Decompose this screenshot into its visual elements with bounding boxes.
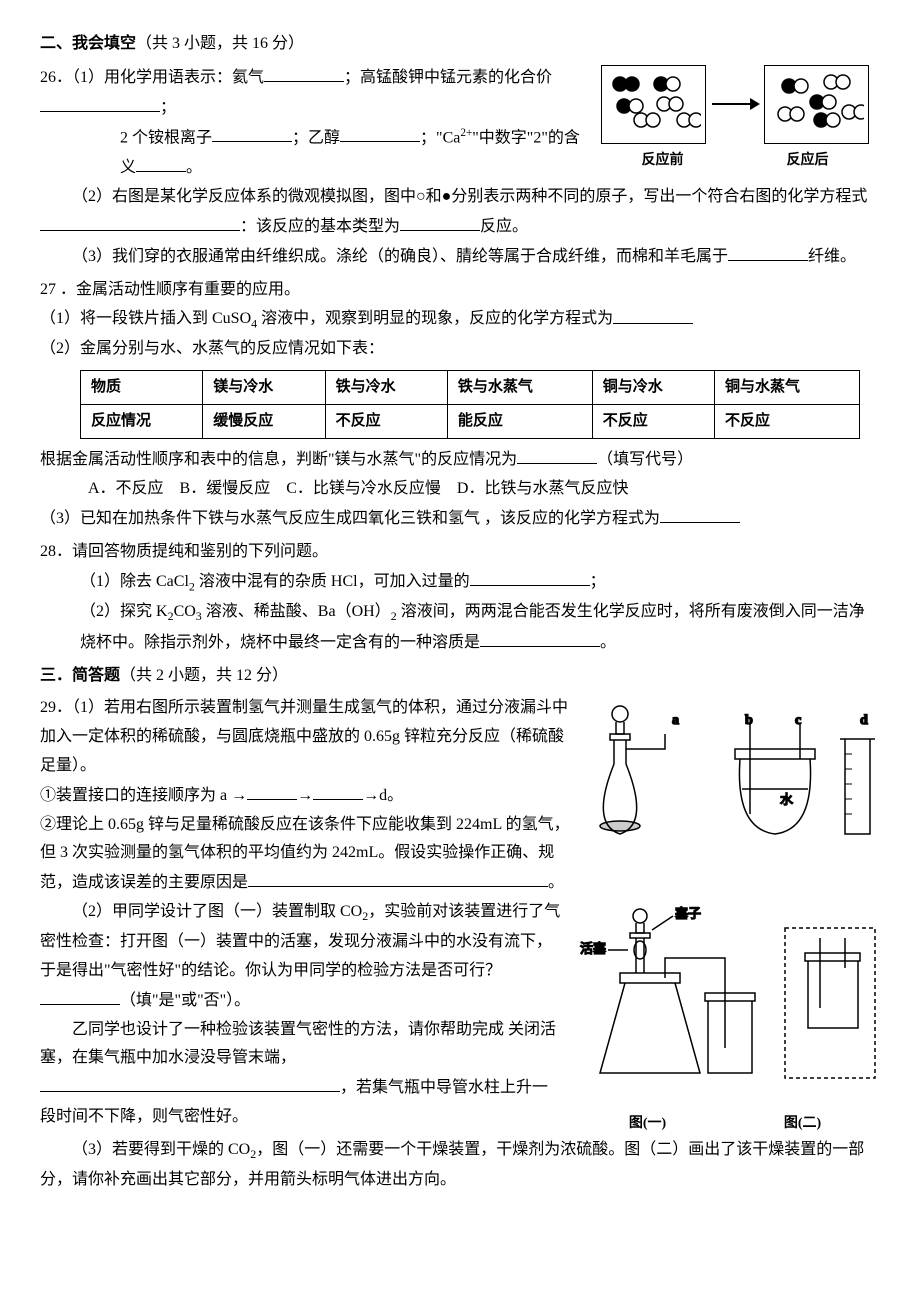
table-cell: 缓慢反应: [203, 405, 325, 439]
q27-p2: （2）金属分别与水、水蒸气的反应情况如下表：: [40, 340, 384, 357]
q27-num: 27 ．: [40, 281, 76, 298]
svg-text:b: b: [745, 713, 753, 728]
q29-p2d: 乙同学也设计了一种检验该装置气密性的方法，请你帮助完成 关闭活塞，在集气瓶中加水…: [40, 1021, 556, 1067]
q26-p1e: ；乙醇: [292, 129, 340, 146]
blank[interactable]: [313, 781, 363, 800]
q27-p3a: （3）已知在加热条件下铁与水蒸气反应生成四氧化三铁和氢气 ，该反应的化学方程式为: [40, 510, 660, 527]
fig2-label1: 图(一): [629, 1111, 666, 1136]
q27-table: 物质 镁与冷水 铁与冷水 铁与水蒸气 铜与冷水 铜与水蒸气 反应情况 缓慢反应 …: [80, 370, 860, 439]
q27-options: A．不反应 B．缓慢反应 C．比镁与冷水反应慢 D．比铁与水蒸气反应快: [88, 480, 628, 497]
blank[interactable]: [340, 123, 420, 142]
blank[interactable]: [248, 868, 548, 887]
q29-figure-1: a b c 水 d: [580, 694, 880, 855]
q26-p1a: （1）用化学用语表示：氦气: [72, 69, 264, 86]
q28-num: 28．: [40, 543, 72, 560]
q29-p3a: （3）若要得到干燥的 CO: [72, 1141, 250, 1158]
blank[interactable]: [247, 781, 297, 800]
svg-text:活塞: 活塞: [580, 941, 606, 956]
blank[interactable]: [480, 628, 600, 647]
q26-p1d: 2 个铵根离子: [120, 129, 212, 146]
table-cell: 反应情况: [81, 405, 203, 439]
svg-text:水: 水: [780, 792, 793, 807]
q28-p1b: 溶液中混有的杂质 HCl，可加入过量的: [195, 573, 470, 590]
table-cell: 铁与冷水: [325, 371, 447, 405]
section-2-header: 二、我会填空（共 3 小题，共 16 分）: [40, 30, 880, 59]
blank[interactable]: [212, 123, 292, 142]
q28-p1c: ；: [590, 573, 606, 590]
q26-p2a: （2）右图是某化学反应体系的微观模拟图，图中○和●分别表示两种不同的原子，写出一…: [72, 188, 867, 205]
q26-before-box: [601, 65, 706, 144]
q26-reaction-figure: 反应前 反应后: [590, 65, 880, 173]
table-row: 物质 镁与冷水 铁与冷水 铁与水蒸气 铜与冷水 铜与水蒸气: [81, 371, 860, 405]
blank[interactable]: [40, 93, 160, 112]
q27-p1b: 溶液中，观察到明显的现象，反应的化学方程式为: [257, 311, 613, 328]
q26-num: 26．: [40, 69, 72, 86]
q26-p3a: （3）我们穿的衣服通常由纤维织成。涤纶（的确良）、腈纶等属于合成纤维，而棉和羊毛…: [72, 248, 728, 265]
table-cell: 铜与水蒸气: [715, 371, 860, 405]
q26: 反应前 反应后 26．（1）用化学用语表示：氦气 ；高锰酸钾中锰元素的化合价 ； 2…: [40, 63, 880, 272]
table-cell: 不反应: [592, 405, 714, 439]
blank[interactable]: [40, 986, 120, 1005]
blank[interactable]: [660, 504, 740, 523]
q26-fig-before-label: 反应前: [642, 148, 684, 173]
blank[interactable]: [40, 1073, 340, 1092]
svg-text:塞子: 塞子: [675, 906, 701, 921]
q26-p2b: ：该反应的基本类型为: [240, 218, 400, 235]
table-cell: 不反应: [715, 405, 860, 439]
q29-p1a: （1）若用右图所示装置制氢气并测量生成氢气的体积，通过分液漏斗中加入一定体积的稀…: [40, 699, 568, 774]
svg-text:a: a: [672, 713, 679, 728]
table-cell: 物质: [81, 371, 203, 405]
table-cell: 镁与冷水: [203, 371, 325, 405]
q26-p1b: ；高锰酸钾中锰元素的化合价: [344, 69, 552, 86]
fig2-label2: 图(二): [784, 1111, 821, 1136]
blank[interactable]: [136, 153, 186, 172]
q26-p1c: ；: [160, 99, 176, 116]
section-3-title: 三．简答题: [40, 667, 120, 684]
table-row: 反应情况 缓慢反应 不反应 能反应 不反应 不反应: [81, 405, 860, 439]
q26-p1f: ；"Ca: [420, 129, 460, 146]
q27-p1a: （1）将一段铁片插入到 CuSO: [40, 311, 251, 328]
blank[interactable]: [613, 304, 693, 323]
blank[interactable]: [400, 212, 480, 231]
q26-p2c: 反应。: [480, 218, 528, 235]
q28-p2a: （2）探究 K: [80, 603, 168, 620]
section-3-header: 三．简答题（共 2 小题，共 12 分）: [40, 662, 880, 691]
table-cell: 能反应: [447, 405, 592, 439]
table-cell: 不反应: [325, 405, 447, 439]
q28: 28．请回答物质提纯和鉴别的下列问题。 （1）除去 CaCl2 溶液中混有的杂质…: [40, 538, 880, 658]
svg-text:d: d: [860, 713, 868, 728]
q27-title: 金属活动性顺序有重要的应用。: [76, 281, 300, 298]
q29-p2c: （填"是"或"否"）。: [120, 992, 250, 1009]
q28-p1a: （1）除去 CaCl: [80, 573, 189, 590]
blank[interactable]: [517, 445, 597, 464]
q26-p1f-sup: 2+: [460, 127, 472, 139]
q26-fig-after-label: 反应后: [787, 148, 829, 173]
blank[interactable]: [264, 63, 344, 82]
section-2-title: 二、我会填空: [40, 35, 136, 52]
q27: 27 ．金属活动性顺序有重要的应用。 （1）将一段铁片插入到 CuSO4 溶液中…: [40, 276, 880, 534]
q29-sub1a: ①装置接口的连接顺序为 a →: [40, 787, 247, 804]
q28-title: 请回答物质提纯和鉴别的下列问题。: [72, 543, 328, 560]
q29: a b c 水 d: [40, 694, 880, 1195]
blank[interactable]: [40, 212, 240, 231]
q27-p2b: 根据金属活动性顺序和表中的信息，判断"镁与水蒸气"的反应情况为: [40, 451, 517, 468]
q26-after-box: [764, 65, 869, 144]
table-cell: 铁与水蒸气: [447, 371, 592, 405]
table-cell: 铜与冷水: [592, 371, 714, 405]
q29-figure-2: 塞子 活塞: [570, 898, 880, 1136]
blank[interactable]: [728, 242, 808, 261]
q26-p3b: 纤维。: [808, 248, 856, 265]
q29-p2a: （2）甲同学设计了图（一）装置制取 CO: [72, 903, 362, 920]
blank[interactable]: [470, 567, 590, 586]
q29-num: 29．: [40, 699, 72, 716]
section-2-sub: （共 3 小题，共 16 分）: [136, 35, 304, 52]
arrow-icon: [710, 92, 760, 116]
q26-p1h: 。: [186, 159, 202, 176]
q27-p2c: （填写代号）: [597, 451, 693, 468]
section-3-sub: （共 2 小题，共 12 分）: [120, 667, 288, 684]
